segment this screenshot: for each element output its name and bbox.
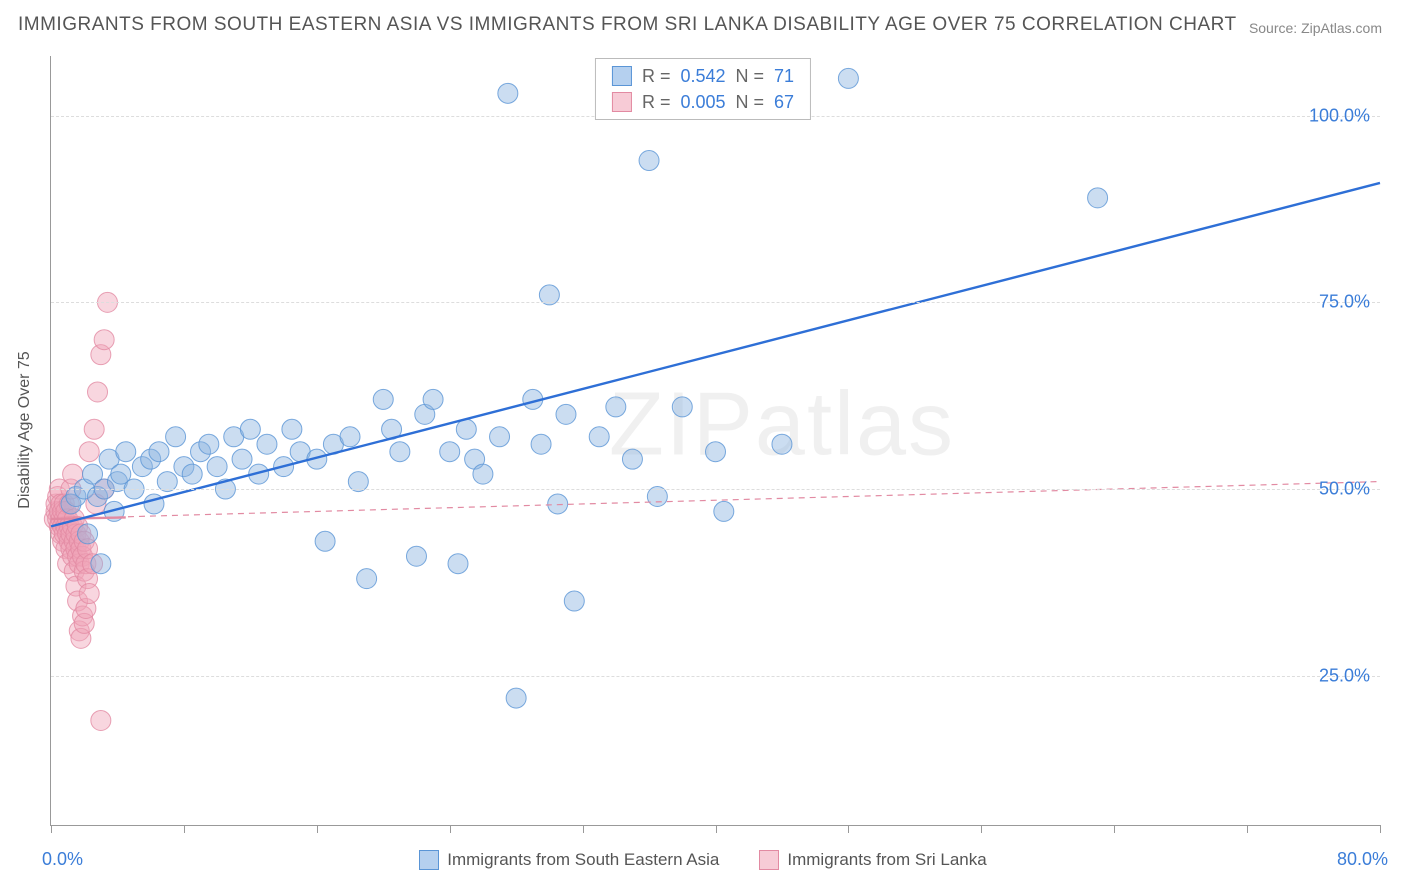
data-point [490, 427, 510, 447]
x-tick [583, 825, 584, 833]
data-point [182, 464, 202, 484]
data-point [232, 449, 252, 469]
y-tick-label: 25.0% [1319, 665, 1370, 686]
data-point [84, 419, 104, 439]
chart-svg [51, 56, 1380, 825]
y-tick-label: 100.0% [1309, 105, 1370, 126]
data-point [706, 442, 726, 462]
x-tick [317, 825, 318, 833]
data-point [448, 554, 468, 574]
data-point [714, 501, 734, 521]
data-point [456, 419, 476, 439]
data-point [672, 397, 692, 417]
trend-line [51, 183, 1380, 526]
data-point [622, 449, 642, 469]
legend-text: 71 [774, 63, 794, 89]
data-point [772, 434, 792, 454]
chart-title: IMMIGRANTS FROM SOUTH EASTERN ASIA VS IM… [18, 14, 1237, 36]
data-point [531, 434, 551, 454]
data-point [199, 434, 219, 454]
data-point [257, 434, 277, 454]
legend-item: Immigrants from Sri Lanka [759, 850, 986, 870]
data-point [506, 688, 526, 708]
top-legend: R = 0.542 N = 71 R = 0.005 N = 67 [595, 58, 811, 120]
source-label: Source: ZipAtlas.com [1249, 20, 1382, 36]
data-point [1088, 188, 1108, 208]
x-tick [1380, 825, 1381, 833]
data-point [282, 419, 302, 439]
data-point [838, 68, 858, 88]
plot-area: ZIPatlas 25.0%50.0%75.0%100.0% [50, 56, 1380, 826]
data-point [473, 464, 493, 484]
bottom-legend: Immigrants from South Eastern Asia Immigr… [0, 850, 1406, 870]
data-point [406, 546, 426, 566]
data-point [639, 151, 659, 171]
x-tick [450, 825, 451, 833]
data-point [498, 83, 518, 103]
data-point [440, 442, 460, 462]
x-tick [51, 825, 52, 833]
gridline [51, 489, 1380, 490]
data-point [78, 524, 98, 544]
data-point [390, 442, 410, 462]
y-axis-label: Disability Age Over 75 [16, 351, 34, 508]
data-point [315, 531, 335, 551]
legend-swatch [759, 850, 779, 870]
x-tick [981, 825, 982, 833]
legend-label: Immigrants from South Eastern Asia [447, 850, 719, 870]
data-point [91, 554, 111, 574]
data-point [79, 442, 99, 462]
legend-text: N = [736, 89, 765, 115]
x-tick [1247, 825, 1248, 833]
legend-text: 0.005 [680, 89, 725, 115]
y-tick-label: 75.0% [1319, 292, 1370, 313]
data-point [357, 569, 377, 589]
legend-item: Immigrants from South Eastern Asia [419, 850, 719, 870]
legend-row: R = 0.005 N = 67 [612, 89, 794, 115]
x-tick [184, 825, 185, 833]
x-tick [1114, 825, 1115, 833]
legend-row: R = 0.542 N = 71 [612, 63, 794, 89]
legend-text: 0.542 [680, 63, 725, 89]
data-point [116, 442, 136, 462]
legend-text: R = [642, 63, 671, 89]
legend-text: 67 [774, 89, 794, 115]
y-tick-label: 50.0% [1319, 479, 1370, 500]
legend-label: Immigrants from Sri Lanka [787, 850, 986, 870]
data-point [340, 427, 360, 447]
data-point [423, 389, 443, 409]
data-point [88, 382, 108, 402]
data-point [207, 457, 227, 477]
legend-swatch [419, 850, 439, 870]
data-point [149, 442, 169, 462]
data-point [606, 397, 626, 417]
legend-text: N = [736, 63, 765, 89]
data-point [589, 427, 609, 447]
data-point [79, 584, 99, 604]
data-point [564, 591, 584, 611]
gridline [51, 302, 1380, 303]
legend-swatch [612, 66, 632, 86]
data-point [240, 419, 260, 439]
data-point [373, 389, 393, 409]
data-point [91, 710, 111, 730]
gridline [51, 676, 1380, 677]
data-point [556, 404, 576, 424]
legend-swatch [612, 92, 632, 112]
data-point [548, 494, 568, 514]
data-point [94, 330, 114, 350]
legend-text: R = [642, 89, 671, 115]
x-tick [848, 825, 849, 833]
x-tick [716, 825, 717, 833]
data-point [166, 427, 186, 447]
